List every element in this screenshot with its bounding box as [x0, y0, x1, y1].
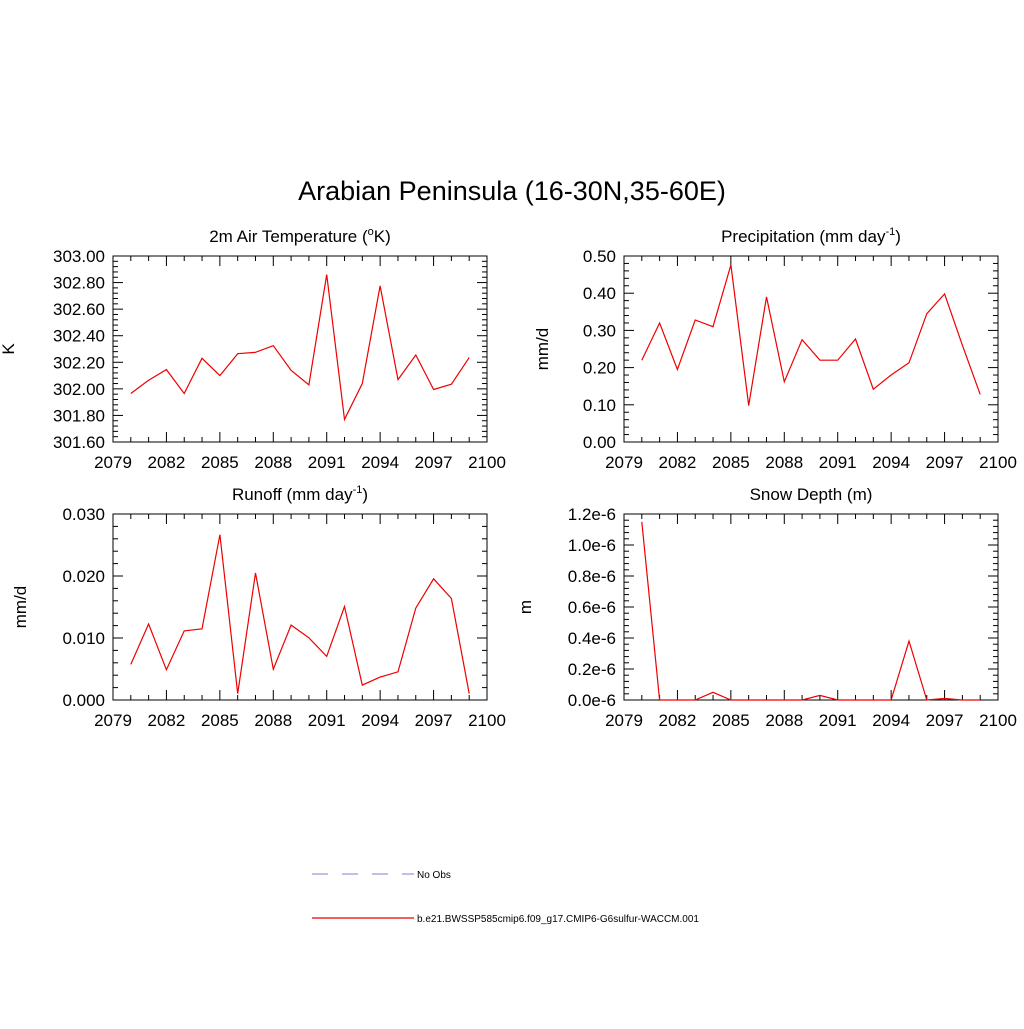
- panel-4: Snow Depth (m) m 2079 2082 2085 2088 2091 2094 2…: [516, 485, 1017, 730]
- x-tick-label: 2091: [819, 453, 857, 472]
- series-line: [641, 264, 981, 406]
- y-tick-label: 1.2e-6: [568, 505, 616, 524]
- panel-title: 2m Air Temperature (oK): [209, 226, 391, 246]
- y-tick-label: 0.40: [583, 284, 616, 303]
- x-tick-label: 2094: [872, 711, 910, 730]
- panel-3: Runoff (mm day-1) mm/d 2079 2082 2085 2088 209…: [11, 484, 506, 730]
- panel-title-text: 2m Air Temperature (: [209, 227, 368, 246]
- y-tick-label: 301.80: [53, 406, 105, 425]
- x-tick-label: 2097: [926, 711, 964, 730]
- x-tick-label: 2079: [605, 453, 643, 472]
- x-tick-label: 2082: [659, 711, 697, 730]
- panel-title: Precipitation (mm day-1): [721, 226, 901, 246]
- y-axis-label: K: [0, 343, 18, 355]
- y-tick-label: 0.2e-6: [568, 660, 616, 679]
- y-tick-label: 0.30: [583, 321, 616, 340]
- y-tick-label: 1.0e-6: [568, 536, 616, 555]
- y-tick-label: 0.000: [62, 691, 105, 710]
- y-tick-label: 0.010: [62, 629, 105, 648]
- series-line: [130, 274, 470, 422]
- x-tick-label: 2079: [605, 711, 643, 730]
- y-tick-label: 302.00: [53, 380, 105, 399]
- y-tick-label: 0.00: [583, 433, 616, 452]
- x-tick-label: 2085: [712, 711, 750, 730]
- panel-title: Snow Depth (m): [750, 485, 873, 504]
- x-tick-label: 2079: [94, 711, 132, 730]
- panel-title-suffix: ): [895, 227, 901, 246]
- x-tick-label: 2079: [94, 453, 132, 472]
- y-tick-label: 0.4e-6: [568, 629, 616, 648]
- plot-frame: [112, 255, 488, 443]
- x-tick-label: 2100: [979, 453, 1017, 472]
- y-axis-label: mm/d: [11, 586, 30, 629]
- panel-title-suffix: ): [362, 485, 368, 504]
- y-axis-label: mm/d: [533, 328, 552, 371]
- x-tick-label: 2085: [712, 453, 750, 472]
- y-tick-label: 0.8e-6: [568, 567, 616, 586]
- panel-1: 2m Air Temperature (oK) K 2079 2082 2085 2088…: [0, 226, 506, 472]
- x-tick-label: 2094: [361, 453, 399, 472]
- panels: 2m Air Temperature (oK) K 2079 2082 2085 2088…: [0, 226, 1017, 730]
- panel-title-text: Precipitation (mm day: [721, 227, 886, 246]
- panel-title-superscript: o: [368, 226, 374, 238]
- y-tick-label: 0.020: [62, 567, 105, 586]
- y-tick-label: 302.20: [53, 353, 105, 372]
- x-tick-label: 2097: [926, 453, 964, 472]
- x-tick-label: 2097: [415, 453, 453, 472]
- legend-label: No Obs: [417, 870, 451, 881]
- x-tick-label: 2094: [872, 453, 910, 472]
- x-tick-label: 2088: [254, 453, 292, 472]
- x-tick-label: 2094: [361, 711, 399, 730]
- series-line: [641, 521, 981, 701]
- panel-title-superscript: -1: [885, 226, 895, 238]
- x-tick-label: 2082: [148, 711, 186, 730]
- y-tick-label: 0.030: [62, 505, 105, 524]
- panel-title-suffix: K): [374, 227, 391, 246]
- panel-title: Runoff (mm day-1): [232, 484, 368, 504]
- y-tick-label: 0.50: [583, 247, 616, 266]
- x-tick-label: 2091: [819, 711, 857, 730]
- y-tick-label: 302.80: [53, 274, 105, 293]
- y-axis-label: m: [516, 600, 535, 614]
- y-tick-label: 0.10: [583, 396, 616, 415]
- x-tick-label: 2088: [254, 711, 292, 730]
- x-tick-label: 2097: [415, 711, 453, 730]
- x-tick-label: 2082: [659, 453, 697, 472]
- panel-title-text: Snow Depth (m): [750, 485, 873, 504]
- series-line: [130, 534, 470, 694]
- legend: No Obs b.e21.BWSSP585cmip6.f09_g17.CMIP6-…: [312, 870, 699, 925]
- panel-2: Precipitation (mm day-1) mm/d 2079 2082 2085…: [533, 226, 1017, 472]
- x-tick-label: 2082: [148, 453, 186, 472]
- x-tick-label: 2085: [201, 453, 239, 472]
- x-tick-label: 2100: [468, 453, 506, 472]
- y-tick-label: 301.60: [53, 433, 105, 452]
- plot-frame: [623, 513, 999, 701]
- x-tick-label: 2091: [308, 453, 346, 472]
- x-tick-label: 2100: [468, 711, 506, 730]
- y-tick-label: 302.40: [53, 327, 105, 346]
- y-tick-label: 0.6e-6: [568, 598, 616, 617]
- y-tick-label: 302.60: [53, 300, 105, 319]
- plot-frame: [623, 255, 999, 443]
- panel-title-text: Runoff (mm day: [232, 485, 353, 504]
- x-tick-label: 2085: [201, 711, 239, 730]
- y-tick-label: 0.20: [583, 359, 616, 378]
- legend-label: b.e21.BWSSP585cmip6.f09_g17.CMIP6-G6sulf…: [417, 914, 699, 925]
- y-tick-label: 303.00: [53, 247, 105, 266]
- x-tick-label: 2088: [765, 711, 803, 730]
- x-tick-label: 2088: [765, 453, 803, 472]
- y-tick-label: 0.0e-6: [568, 691, 616, 710]
- x-tick-label: 2091: [308, 711, 346, 730]
- plot-frame: [112, 513, 488, 701]
- panel-title-superscript: -1: [353, 484, 363, 496]
- figure-title: Arabian Peninsula (16-30N,35-60E): [298, 176, 726, 206]
- x-tick-label: 2100: [979, 711, 1017, 730]
